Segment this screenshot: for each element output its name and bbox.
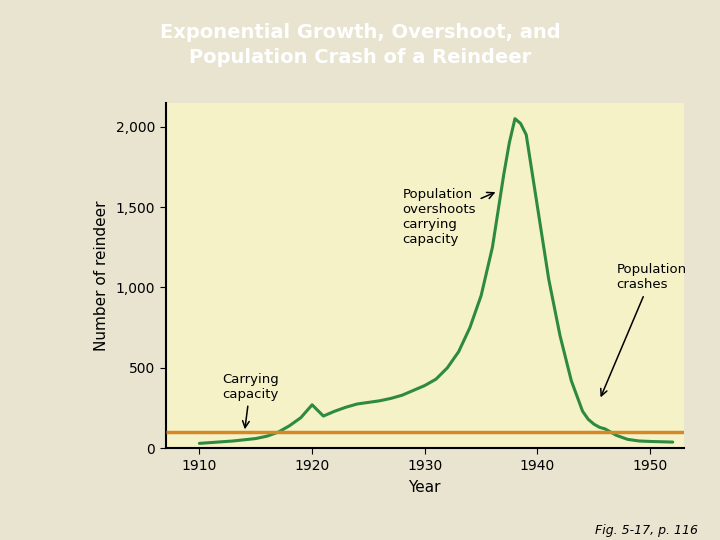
- Text: Exponential Growth, Overshoot, and
Population Crash of a Reindeer: Exponential Growth, Overshoot, and Popul…: [160, 23, 560, 68]
- Text: Population
overshoots
carrying
capacity: Population overshoots carrying capacity: [402, 188, 494, 246]
- X-axis label: Year: Year: [408, 480, 441, 495]
- Text: Fig. 5-17, p. 116: Fig. 5-17, p. 116: [595, 524, 698, 537]
- Y-axis label: Number of reindeer: Number of reindeer: [94, 200, 109, 350]
- Text: Population
crashes: Population crashes: [600, 264, 686, 396]
- Text: Carrying
capacity: Carrying capacity: [222, 373, 279, 428]
